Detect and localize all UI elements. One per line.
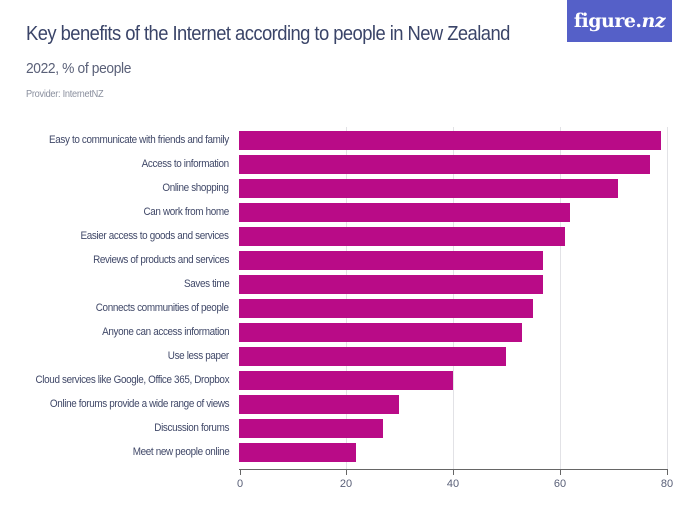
bar[interactable] [239, 251, 544, 270]
bar[interactable] [239, 371, 453, 390]
category-label: Online shopping [162, 182, 230, 194]
figure-nz-logo[interactable]: figure. nz [567, 0, 672, 42]
bar[interactable] [239, 203, 570, 222]
x-axis-tick-label: 60 [553, 478, 567, 490]
bar[interactable] [239, 227, 565, 246]
category-label: Can work from home [143, 206, 230, 218]
x-axis-tick [667, 469, 668, 475]
gridline [453, 127, 454, 469]
category-label: Reviews of products and services [93, 254, 229, 266]
x-axis-tick [560, 469, 561, 475]
bar[interactable] [239, 419, 384, 438]
category-label: Access to information [141, 158, 229, 170]
bar[interactable] [239, 299, 533, 318]
x-axis-tick-label: 20 [339, 478, 353, 490]
category-label: Anyone can access information [101, 326, 229, 338]
x-axis-tick [346, 469, 347, 475]
category-label: Easy to communicate with friends and fam… [49, 134, 229, 146]
category-label: Connects communities of people [96, 302, 229, 314]
logo-text-nz: nz [641, 10, 666, 32]
x-axis-tick-label: 0 [236, 478, 244, 490]
bar[interactable] [239, 155, 650, 174]
category-label: Online forums provide a wide range of vi… [49, 398, 230, 410]
bar[interactable] [239, 347, 506, 366]
category-label: Meet new people online [132, 446, 229, 458]
bar[interactable] [239, 179, 618, 198]
category-label: Use less paper [167, 350, 229, 362]
x-axis-tick [453, 469, 454, 475]
gridline [346, 127, 347, 469]
category-label: Cloud services like Google, Office 365, … [35, 374, 229, 386]
x-axis-tick-label: 40 [446, 478, 460, 490]
x-axis-tick [240, 469, 241, 475]
gridline [560, 127, 561, 469]
bar[interactable] [239, 395, 400, 414]
chart-subtitle: 2022, % of people [26, 60, 132, 77]
logo-text: figure. [573, 10, 642, 32]
bar[interactable] [239, 323, 522, 342]
category-label: Easier access to goods and services [80, 230, 229, 242]
category-label: Saves time [183, 278, 230, 290]
bar[interactable] [239, 131, 661, 150]
chart-title: Key benefits of the Internet according t… [26, 23, 510, 45]
category-label: Discussion forums [154, 422, 229, 434]
gridline [667, 127, 668, 469]
bar[interactable] [239, 443, 357, 462]
bar[interactable] [239, 275, 544, 294]
x-axis-tick-label: 80 [660, 478, 674, 490]
data-provider: Provider: InternetNZ [26, 89, 104, 100]
